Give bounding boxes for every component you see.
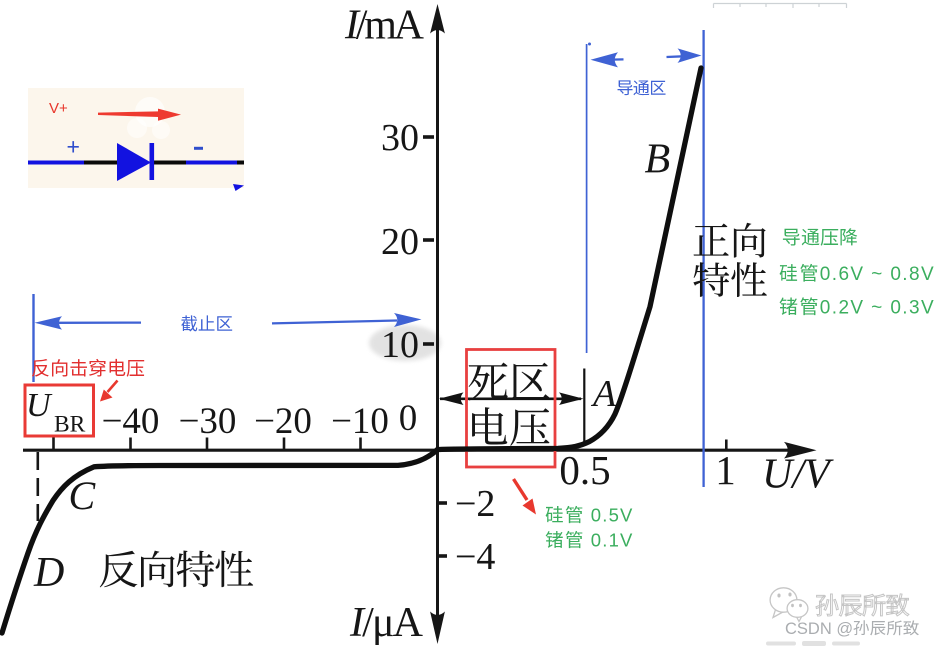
svg-text:−4: −4 bbox=[455, 525, 495, 580]
svg-text:10: 10 bbox=[381, 313, 419, 368]
svg-text:锗管 0.1V: 锗管 0.1V bbox=[545, 527, 634, 553]
svg-text:30: 30 bbox=[381, 106, 419, 161]
svg-text:导通区: 导通区 bbox=[617, 74, 667, 99]
svg-text:BR: BR bbox=[54, 405, 86, 439]
svg-text:硅管0.6V ~ 0.8V: 硅管0.6V ~ 0.8V bbox=[779, 259, 935, 286]
svg-text:特性: 特性 bbox=[692, 250, 768, 305]
svg-text:A: A bbox=[590, 362, 617, 417]
svg-text:0.5: 0.5 bbox=[559, 437, 610, 496]
svg-text:反向特性: 反向特性 bbox=[99, 539, 253, 596]
svg-text:−10: −10 bbox=[331, 390, 389, 444]
svg-text:1: 1 bbox=[715, 437, 736, 496]
svg-text:导通压降: 导通压降 bbox=[782, 223, 858, 250]
svg-text:0: 0 bbox=[399, 387, 418, 441]
svg-text:B: B bbox=[645, 126, 671, 186]
svg-text:U: U bbox=[26, 377, 53, 426]
svg-text:孙辰所致: 孙辰所致 bbox=[815, 586, 909, 621]
svg-text:I/μA: I/μA bbox=[349, 589, 424, 646]
svg-text:截止区: 截止区 bbox=[181, 311, 234, 336]
svg-text:硅管 0.5V: 硅管 0.5V bbox=[545, 502, 634, 528]
svg-text:锗管0.2V ~ 0.3V: 锗管0.2V ~ 0.3V bbox=[779, 293, 935, 320]
svg-text:−20: −20 bbox=[254, 390, 312, 444]
svg-text:C: C bbox=[69, 464, 97, 521]
svg-text:死区: 死区 bbox=[467, 350, 551, 410]
svg-text:电压: 电压 bbox=[467, 396, 551, 456]
svg-text:CSDN @孙辰所致: CSDN @孙辰所致 bbox=[785, 615, 920, 639]
svg-text:20: 20 bbox=[381, 210, 419, 265]
svg-text:−30: −30 bbox=[179, 390, 237, 444]
svg-text:I/mA: I/mA bbox=[344, 0, 425, 52]
svg-text:V+: V+ bbox=[49, 97, 68, 118]
svg-text:−2: −2 bbox=[455, 472, 495, 527]
svg-text:D: D bbox=[33, 539, 64, 599]
svg-text:U/V: U/V bbox=[762, 441, 834, 501]
svg-text:−40: −40 bbox=[102, 390, 160, 444]
svg-text:+: + bbox=[67, 128, 80, 162]
svg-text:反向击穿电压: 反向击穿电压 bbox=[31, 354, 145, 381]
svg-text:正向: 正向 bbox=[692, 211, 768, 266]
